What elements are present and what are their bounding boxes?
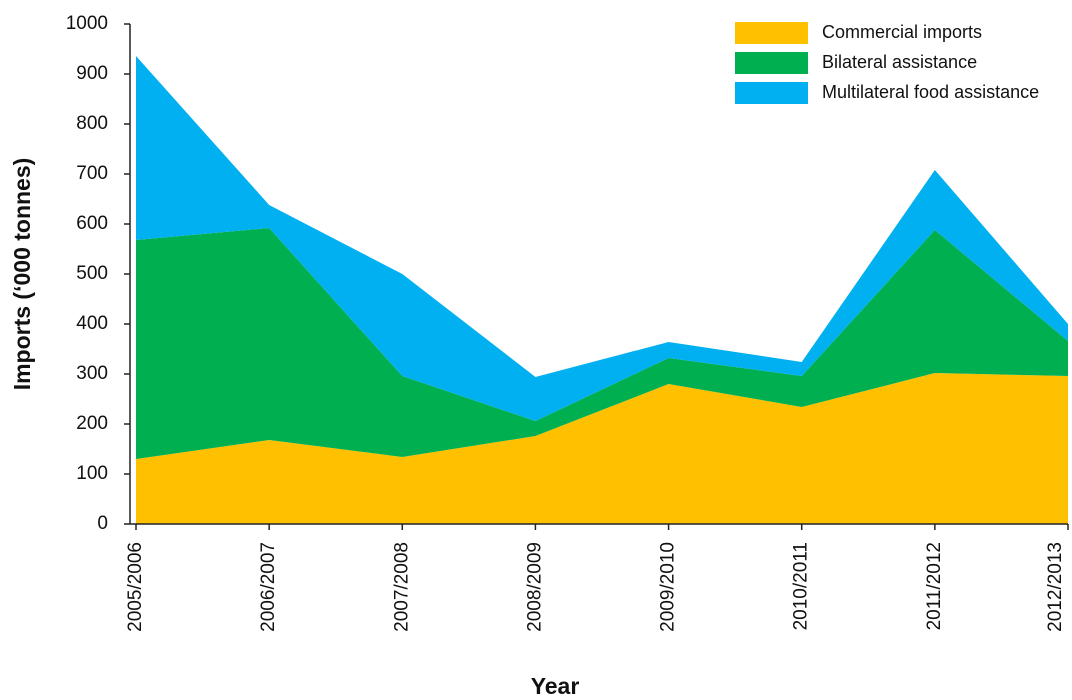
x-axis-title: Year	[531, 673, 580, 699]
y-tick-label: 900	[76, 63, 108, 84]
legend-swatch	[735, 22, 808, 44]
x-tick-label: 2009/2010	[658, 542, 679, 632]
y-tick-label: 800	[76, 113, 108, 134]
y-tick-label: 0	[97, 513, 108, 534]
legend-label: Multilateral food assistance	[822, 82, 1039, 102]
y-axis-title: Imports (‘000 tonnes)	[9, 158, 35, 391]
x-tick-label: 2006/2007	[258, 542, 279, 632]
legend-swatch	[735, 82, 808, 104]
x-tick-label: 2012/2013	[1045, 542, 1066, 632]
y-tick-label: 500	[76, 263, 108, 284]
y-tick-label: 300	[76, 363, 108, 384]
y-tick-label: 100	[76, 463, 108, 484]
x-tick-label: 2007/2008	[391, 542, 412, 632]
legend-swatch	[735, 52, 808, 74]
area	[136, 373, 1068, 524]
legend-label: Bilateral assistance	[822, 52, 977, 72]
x-tick-label: 2005/2006	[125, 542, 146, 632]
y-tick-label: 200	[76, 413, 108, 434]
y-tick-label: 400	[76, 313, 108, 334]
area	[136, 56, 1068, 421]
y-tick-label: 1000	[66, 13, 108, 34]
legend-label: Commercial imports	[822, 22, 982, 42]
x-tick-label: 2008/2009	[524, 542, 545, 632]
area	[136, 228, 1068, 459]
y-tick-label: 700	[76, 163, 108, 184]
y-tick-label: 600	[76, 213, 108, 234]
x-tick-label: 2010/2011	[791, 542, 812, 630]
x-tick-label: 2011/2012	[924, 542, 945, 630]
